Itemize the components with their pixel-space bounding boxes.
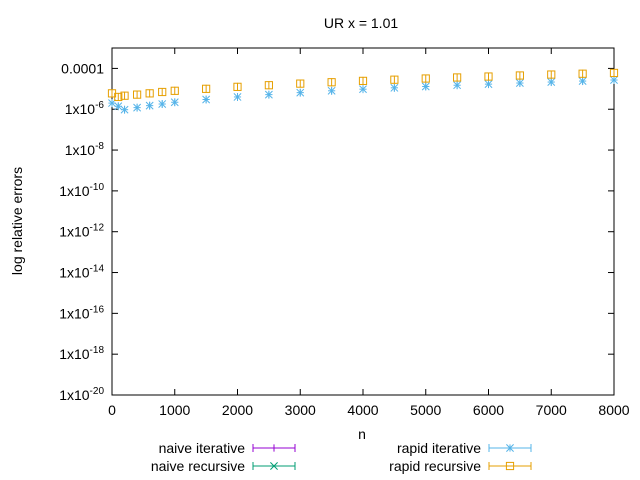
data-point: [327, 78, 336, 87]
data-point: [133, 103, 142, 112]
data-point: [120, 105, 129, 114]
data-point: [547, 78, 556, 86]
legend-marker: [270, 462, 278, 470]
legend-entry: naive recursive: [151, 458, 296, 474]
y-tick-label: 1x10-10: [59, 182, 104, 199]
data-point: [170, 98, 179, 107]
x-tick-label: 3000: [285, 402, 316, 418]
data-point: [296, 88, 305, 97]
legend-marker: [505, 461, 515, 471]
series-rapid-recursive: [107, 68, 619, 102]
y-tick-label: 1x10-12: [59, 223, 104, 240]
data-point: [578, 77, 587, 86]
data-point: [120, 91, 129, 100]
legend-label: rapid iterative: [397, 440, 481, 456]
x-tick-label: 8000: [598, 402, 629, 418]
y-tick-label: 1x10-8: [65, 141, 105, 158]
data-point: [114, 102, 123, 111]
data-point: [233, 82, 242, 91]
y-tick-label: 1x10-14: [59, 264, 104, 281]
legend-entry: rapid recursive: [389, 458, 532, 474]
data-point: [515, 79, 524, 87]
y-tick-label: 0.0001: [61, 60, 104, 76]
data-point: [202, 84, 211, 93]
data-point: [610, 76, 618, 84]
data-point: [421, 74, 430, 83]
data-point: [327, 86, 336, 95]
x-tick-label: 5000: [410, 402, 441, 418]
legend-label: naive recursive: [151, 458, 245, 474]
plot-frame: [111, 47, 615, 396]
data-point: [233, 92, 242, 101]
data-point: [390, 83, 399, 92]
series-rapid-iterative: [108, 76, 618, 114]
data-point: [296, 79, 305, 88]
data-point: [609, 68, 619, 78]
data-point: [158, 100, 167, 108]
x-tick-label: 4000: [347, 402, 378, 418]
data-point: [578, 69, 587, 78]
legend-marker: [270, 444, 278, 452]
y-tick-label: 1x10-18: [59, 345, 104, 362]
data-point: [359, 85, 367, 94]
data-point: [158, 87, 167, 97]
data-point: [453, 73, 462, 82]
data-point: [547, 70, 556, 79]
y-tick-label: 1x10-6: [65, 100, 105, 117]
x-tick-label: 1000: [159, 402, 190, 418]
x-tick-label: 7000: [536, 402, 567, 418]
data-point: [484, 72, 493, 81]
data-point: [202, 95, 211, 104]
data-point: [170, 86, 179, 95]
data-point: [264, 90, 273, 99]
data-point: [421, 82, 430, 91]
x-tick-label: 6000: [473, 402, 504, 418]
data-point: [515, 71, 524, 80]
y-axis-label: log relative errors: [9, 167, 25, 275]
legend-entry: rapid iterative: [397, 440, 532, 456]
data-point: [114, 92, 123, 102]
data-point: [484, 80, 493, 89]
data-point: [133, 90, 142, 99]
data-point: [453, 81, 462, 90]
data-point: [264, 81, 273, 90]
data-point: [145, 101, 154, 110]
data-point: [390, 75, 399, 84]
x-axis-label: n: [358, 426, 366, 442]
x-tick-label: 2000: [222, 402, 253, 418]
legend-marker: [506, 444, 514, 452]
chart-title: UR x = 1.01: [324, 15, 399, 31]
x-tick-label: 0: [108, 402, 116, 418]
data-point: [358, 76, 368, 85]
y-tick-label: 1x10-16: [59, 304, 104, 321]
legend-label: naive iterative: [159, 440, 246, 456]
legend-label: rapid recursive: [389, 458, 481, 474]
legend-entry: naive iterative: [159, 440, 296, 456]
y-tick-label: 1x10-20: [59, 386, 104, 403]
data-point: [145, 89, 154, 98]
